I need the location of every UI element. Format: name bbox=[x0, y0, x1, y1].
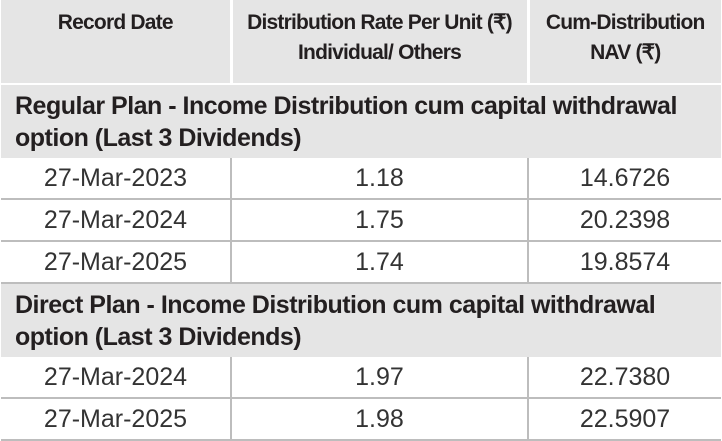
data-cell: 20.2398 bbox=[527, 199, 721, 242]
section-title: Regular Plan - Income Distribution cum c… bbox=[1, 83, 721, 158]
section-row: Direct Plan - Income Distribution cum ca… bbox=[1, 282, 721, 357]
data-cell: 27-Mar-2024 bbox=[1, 199, 231, 242]
data-row: 27-Mar-2024 1.97 22.7380 bbox=[1, 357, 721, 399]
data-cell: 22.5907 bbox=[527, 398, 721, 441]
section-title: Direct Plan - Income Distribution cum ca… bbox=[1, 282, 721, 357]
data-row: 27-Mar-2024 1.75 20.2398 bbox=[1, 199, 721, 242]
header-cell: Distribution Rate Per Unit (₹) Individual… bbox=[229, 0, 528, 84]
header-line: Individual/ Others bbox=[298, 41, 462, 64]
data-cell: 19.8574 bbox=[527, 241, 721, 284]
data-row: 27-Mar-2023 1.18 14.6726 bbox=[1, 158, 721, 200]
section-row: Regular Plan - Income Distribution cum c… bbox=[1, 83, 721, 158]
data-cell: 22.7380 bbox=[527, 357, 721, 399]
header-line: Cum-Distribution bbox=[545, 11, 705, 34]
data-cell: 27-Mar-2024 bbox=[1, 357, 231, 399]
header-row: Record Date Distribution Rate Per Unit (₹… bbox=[1, 0, 721, 84]
header-line: NAV (₹) bbox=[590, 41, 661, 64]
data-cell: 1.74 bbox=[230, 241, 528, 284]
data-cell: 1.98 bbox=[230, 398, 528, 441]
data-row: 27-Mar-2025 1.98 22.5907 bbox=[1, 398, 721, 441]
data-cell: 27-Mar-2023 bbox=[1, 158, 231, 200]
header-line: Distribution Rate Per Unit (₹) bbox=[247, 11, 513, 34]
data-cell: 1.75 bbox=[230, 199, 528, 242]
data-cell: 27-Mar-2025 bbox=[1, 241, 231, 284]
header-cell: Record Date bbox=[1, 0, 231, 84]
header-line: Record Date bbox=[57, 11, 174, 34]
data-row: 27-Mar-2025 1.74 19.8574 bbox=[1, 241, 721, 284]
data-cell: 14.6726 bbox=[527, 158, 721, 200]
table-body: Regular Plan - Income Distribution cum c… bbox=[1, 83, 721, 441]
data-cell: 1.97 bbox=[230, 357, 528, 399]
header-cell: Cum-Distribution NAV (₹) bbox=[526, 0, 721, 84]
data-cell: 27-Mar-2025 bbox=[1, 398, 231, 441]
data-cell: 1.18 bbox=[230, 158, 528, 200]
